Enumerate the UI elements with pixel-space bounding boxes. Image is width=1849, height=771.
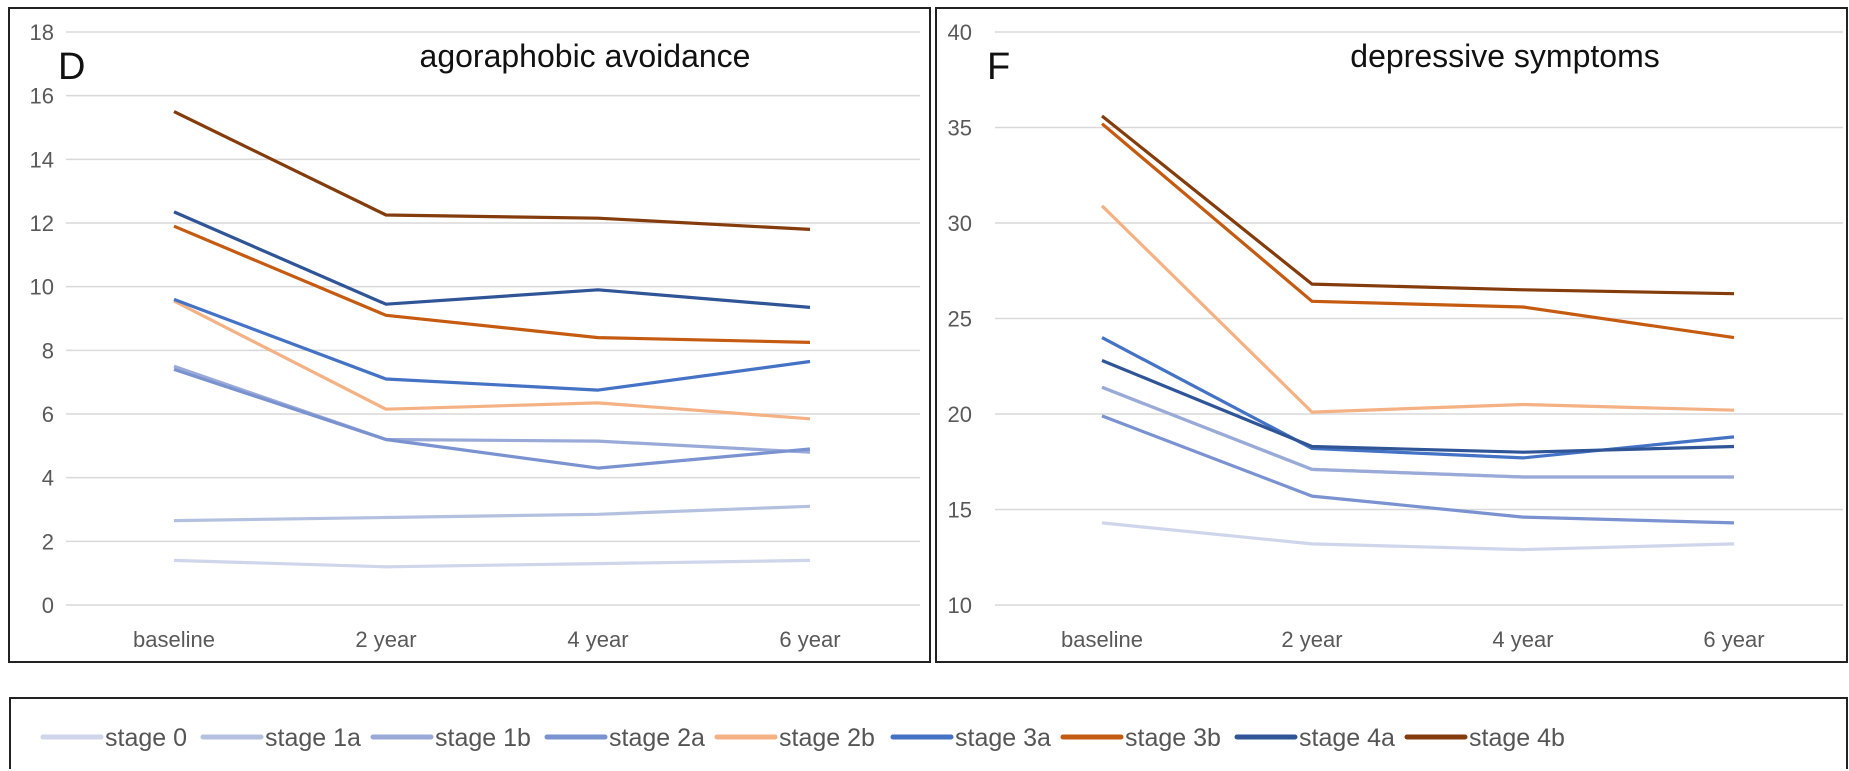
depressive-panel-letter: F [987,46,1010,88]
legend-svg: stage 0 stage 1a stage 1b stage 2a stage 2b s… [40,724,1565,752]
depressive-y-tick-label: 20 [948,402,972,427]
chart-depressive-svg: 10 15 20 25 30 35 40 baseline 2 year 4 year 6 year… [948,20,1843,652]
agoraphobic-series-stage-3a [173,297,811,392]
agoraphobic-y-tick-label: 14 [30,147,54,172]
agoraphobic-series-stage-1a [173,504,811,523]
agoraphobic-series-stage-4a [173,210,811,309]
agoraphobic-y-tick-label: 4 [42,466,54,491]
legend: stage 0 stage 1a stage 1b stage 2a stage 2b s… [9,697,1848,769]
agoraphobic-y-tick-label: 8 [42,338,54,363]
legend-label: stage 0 [105,724,187,752]
depressive-y-tick-label: 40 [948,20,972,45]
legend-label: stage 3a [955,724,1051,752]
agoraphobic-y-tick-label: 2 [42,529,54,554]
agoraphobic-x-tick-label: 6 year [779,627,840,652]
depressive-series-stage-2b [1100,204,1735,414]
legend-label: stage 4a [1299,724,1395,752]
agoraphobic-series-stage-2a [173,367,811,470]
depressive-series-stage-4b [1101,114,1735,296]
depressive-x-tick-label: baseline [1061,627,1143,652]
agoraphobic-series-stage-3b [173,224,811,344]
legend-label: stage 4b [1469,724,1565,752]
agoraphobic-y-tick-label: 10 [30,275,54,300]
depressive-series-stage-4a [1101,359,1735,454]
depressive-chart-title: depressive symptoms [1350,38,1659,74]
agoraphobic-x-tick-label: baseline [133,627,215,652]
agoraphobic-y-tick-label: 18 [30,20,54,45]
depressive-y-tick-label: 35 [948,116,972,141]
agoraphobic-x-tick-label: 2 year [355,627,416,652]
agoraphobic-y-tick-label: 16 [30,84,54,109]
agoraphobic-y-tick-label: 0 [42,593,54,618]
depressive-x-tick-label: 6 year [1703,627,1764,652]
depressive-series-stage-0 [1101,521,1735,552]
legend-label: stage 2a [609,724,705,752]
depressive-series-stage-3a [1101,336,1735,460]
depressive-y-tick-label: 25 [948,307,972,332]
depressive-y-tick-label: 10 [948,593,972,618]
depressive-y-tick-label: 30 [948,211,972,236]
depressive-series-stage-3b [1100,122,1735,340]
agoraphobic-series-stage-1b [173,364,811,454]
agoraphobic-series-stage-4b [173,110,811,231]
agoraphobic-series-stage-2b [173,299,811,421]
agoraphobic-y-tick-label: 12 [30,211,54,236]
agoraphobic-x-tick-label: 4 year [567,627,628,652]
depressive-x-tick-label: 4 year [1492,627,1553,652]
legend-label: stage 2b [779,724,875,752]
agoraphobic-y-tick-label: 6 [42,402,54,427]
agoraphobic-panel-letter: D [58,46,85,88]
agoraphobic-chart-title: agoraphobic avoidance [420,38,751,74]
legend-label: stage 3b [1125,724,1221,752]
legend-label: stage 1b [435,724,531,752]
legend-label: stage 1a [265,724,361,752]
chart-agoraphobic-svg: 0 2 4 6 8 10 12 14 16 18 baseline 2 year 4 year 6 yea… [30,20,920,652]
depressive-y-tick-label: 15 [948,498,972,523]
agoraphobic-series-stage-0 [173,558,811,569]
chart-panel-depressive: 10 15 20 25 30 35 40 baseline 2 year 4 year 6 year… [935,7,1848,663]
depressive-series-stage-1b [1101,385,1734,479]
chart-panel-agoraphobic: 0 2 4 6 8 10 12 14 16 18 baseline 2 year 4 year 6 yea… [8,7,931,663]
depressive-series-stage-2a [1101,414,1735,525]
depressive-x-tick-label: 2 year [1281,627,1342,652]
